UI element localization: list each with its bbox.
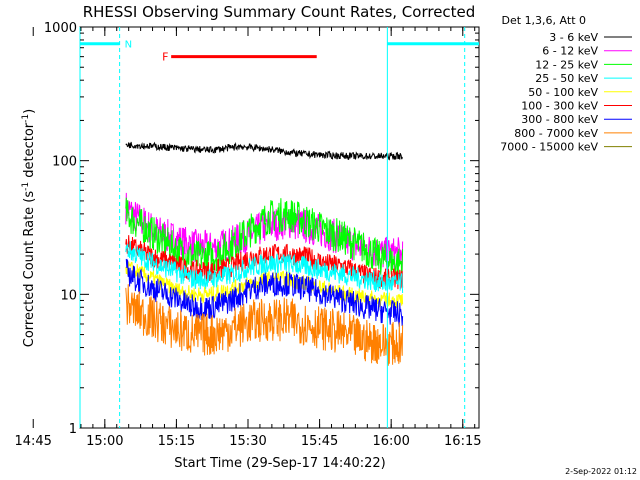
legend-label: 3 - 6 keV (549, 31, 598, 44)
legend-label: 25 - 50 keV (535, 72, 598, 85)
plot-area: NF (79, 26, 480, 429)
y-axis: 1 10 100 1000 (44, 21, 479, 437)
x-axis-label: Start Time (29-Sep-17 14:40:22) (174, 456, 385, 471)
y-axis-label-sup: -1 (21, 114, 31, 123)
attenuator-label: N (125, 40, 132, 51)
y-tick-label: 10 (60, 288, 77, 303)
x-tick-label: 16:00 (372, 434, 409, 449)
y-tick-label: 1 (69, 422, 77, 437)
chart-title: RHESSI Observing Summary Count Rates, Co… (83, 3, 476, 21)
x-tick-label: 15:45 (301, 434, 338, 449)
legend-label: 50 - 100 keV (528, 86, 598, 99)
legend-label: 12 - 25 keV (535, 58, 598, 71)
legend-label: 100 - 300 keV (521, 100, 598, 113)
y-axis-label-sup: -1 (21, 182, 31, 191)
legend-label: 7000 - 15000 keV (500, 141, 598, 154)
y-tick-label: 1000 (44, 21, 77, 36)
x-tick-label: 15:30 (229, 434, 266, 449)
y-axis-label-part: Corrected Count Rate (s (22, 191, 37, 348)
legend-label: 6 - 12 keV (542, 45, 598, 58)
x-tick-label: 15:00 (86, 434, 123, 449)
marker-layer: NF (79, 27, 479, 428)
series-line (125, 241, 404, 294)
series-line (125, 141, 404, 161)
legend-header: Det 1,3,6, Att 0 (502, 14, 586, 27)
legend-label: 300 - 800 keV (521, 113, 598, 126)
x-axis: 14:45 15:00 15:15 15:30 15:45 16:00 16:15 (14, 27, 482, 449)
x-tick-label: 15:15 (158, 434, 195, 449)
x-tick-label: 16:15 (444, 434, 481, 449)
flare-label: F (162, 51, 168, 64)
footer-timestamp: 2-Sep-2022 01:12 (565, 467, 637, 476)
y-axis-label-part: detector (22, 122, 37, 182)
y-tick-label: 100 (52, 155, 77, 170)
series-line (125, 258, 404, 327)
legend-label: 800 - 7000 keV (514, 127, 598, 140)
x-tick-label: 14:45 (14, 434, 51, 449)
series-line (125, 197, 404, 281)
y-axis-label: Corrected Count Rate (s-1 detector-1) (21, 109, 37, 347)
y-axis-label-part: ) (22, 109, 37, 114)
series-line (125, 284, 404, 366)
series-layer (125, 141, 404, 366)
